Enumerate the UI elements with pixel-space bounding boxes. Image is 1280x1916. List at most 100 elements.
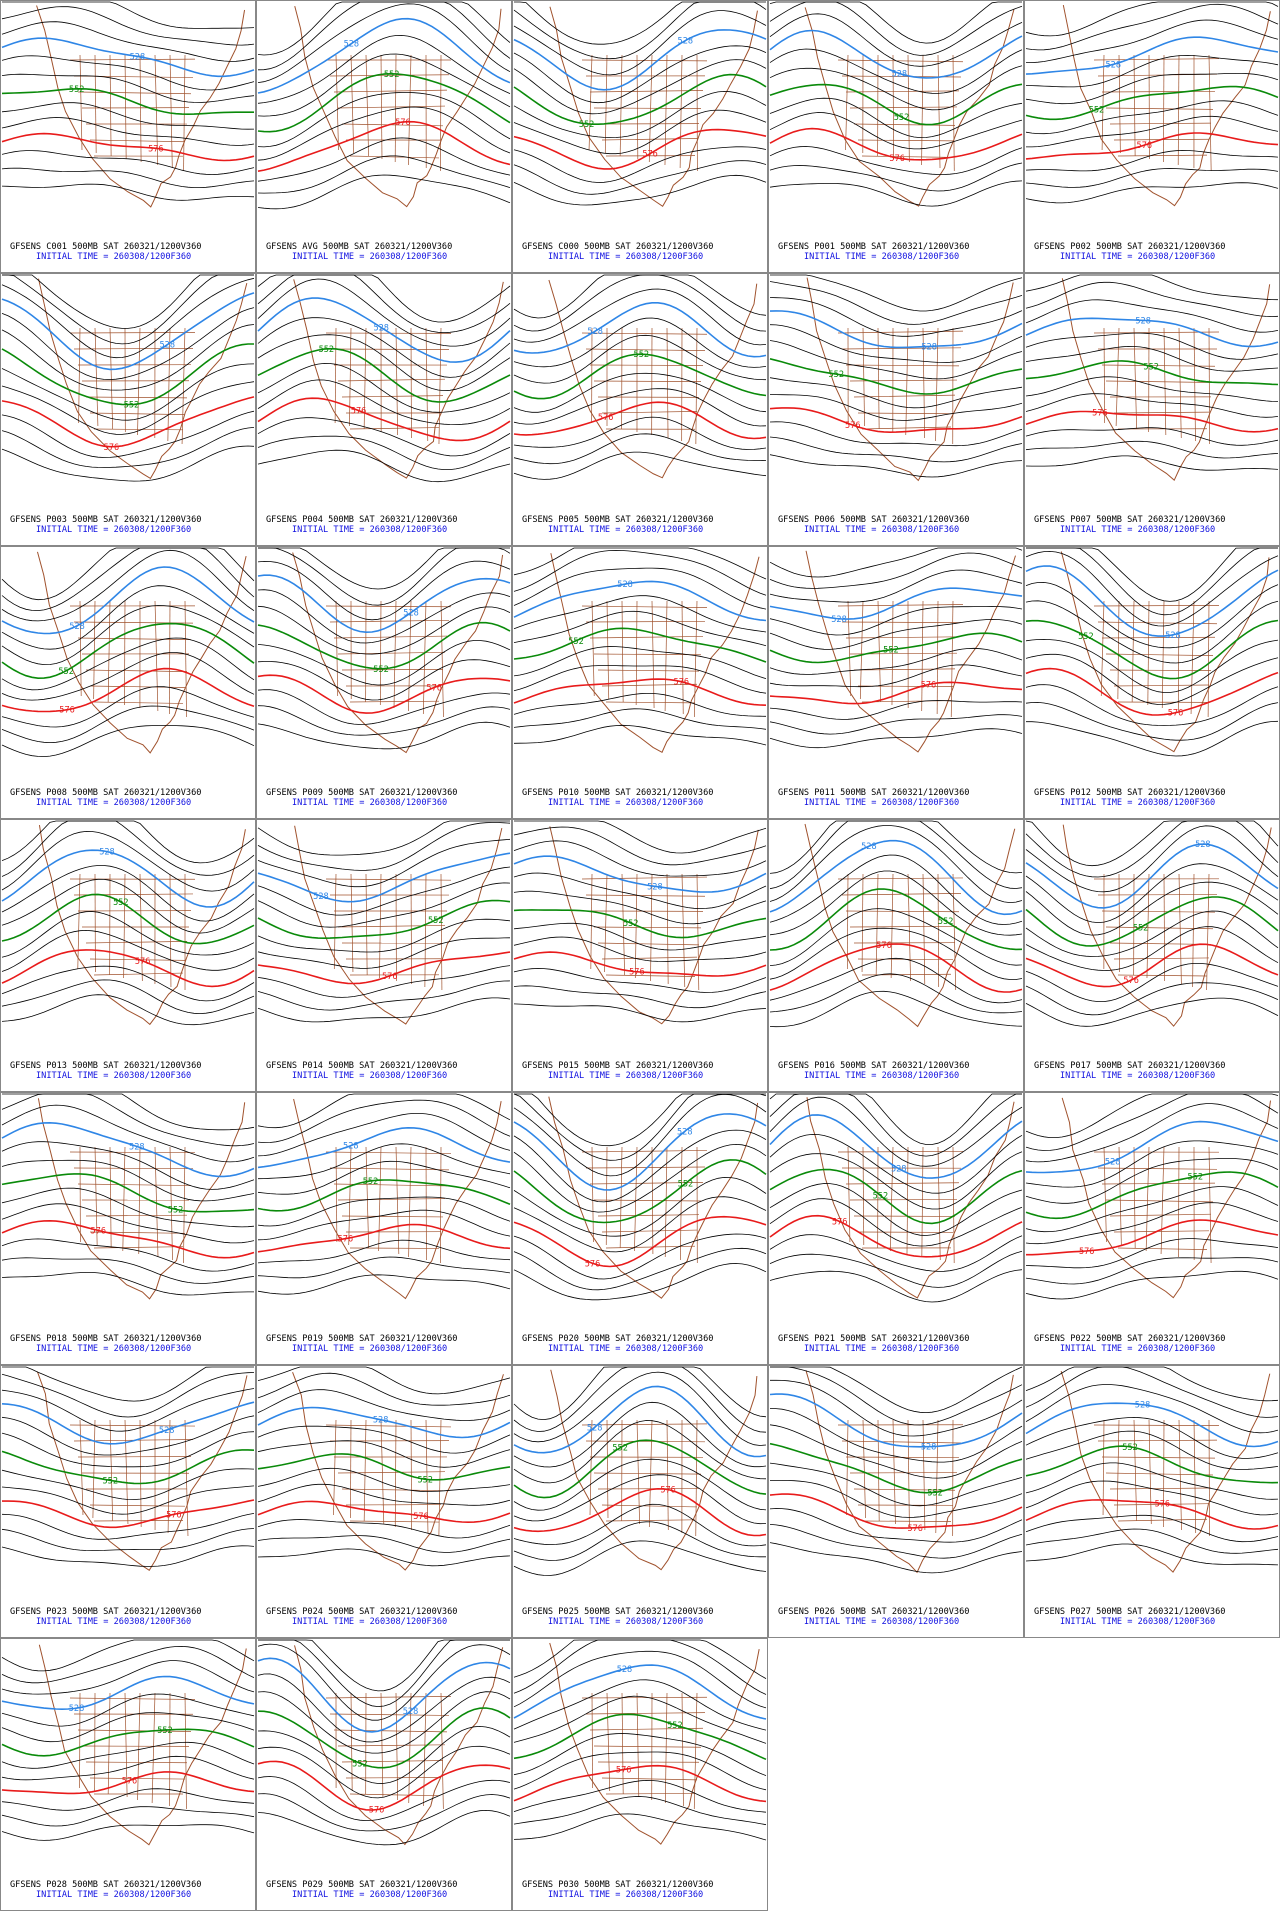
panel-title: GFSENS P017 500MB SAT 260321/1200V360: [1034, 1061, 1225, 1071]
panel-title: GFSENS P015 500MB SAT 260321/1200V360: [522, 1061, 713, 1071]
contour-label: 528: [1195, 840, 1211, 850]
panel-title: GFSENS P014 500MB SAT 260321/1200V360: [266, 1061, 457, 1071]
panel-init-time: INITIAL TIME = 260308/1200F360: [292, 252, 447, 262]
panel-init-time: INITIAL TIME = 260308/1200F360: [292, 1344, 447, 1354]
panel-border: [1025, 1093, 1280, 1365]
panel-init-time: INITIAL TIME = 260308/1200F360: [1060, 1344, 1215, 1354]
panel-title: GFSENS C001 500MB SAT 260321/1200V360: [10, 242, 201, 252]
panel-border: [257, 1, 512, 273]
panel-title: GFSENS P023 500MB SAT 260321/1200V360: [10, 1607, 201, 1617]
panel-init-time: INITIAL TIME = 260308/1200F360: [292, 798, 447, 808]
contour-label: 576: [413, 1512, 429, 1522]
panel-init-time: INITIAL TIME = 260308/1200F360: [292, 1617, 447, 1627]
contour-label: 576: [1123, 976, 1139, 986]
contour-label: 528: [69, 622, 85, 632]
contour-label: 552: [667, 1721, 683, 1731]
panel-title: GFSENS P011 500MB SAT 260321/1200V360: [778, 788, 969, 798]
contour-label: 552: [1122, 1443, 1138, 1453]
panel-border: [769, 1093, 1024, 1365]
contour-label: 576: [90, 1226, 106, 1236]
contour-label: 576: [104, 443, 120, 453]
panel-title: GFSENS P029 500MB SAT 260321/1200V360: [266, 1880, 457, 1890]
panel-title: GFSENS P010 500MB SAT 260321/1200V360: [522, 788, 713, 798]
contour-label: 576: [629, 968, 645, 978]
panel-title: GFSENS P030 500MB SAT 260321/1200V360: [522, 1880, 713, 1890]
contour-label: 576: [1168, 709, 1184, 719]
panel-init-time: INITIAL TIME = 260308/1200F360: [804, 252, 959, 262]
contour-label: 528: [159, 1426, 175, 1436]
panel-title: GFSENS P021 500MB SAT 260321/1200V360: [778, 1334, 969, 1344]
contour-label: 552: [1143, 363, 1159, 373]
contour-label: 552: [678, 1179, 694, 1189]
panel-border: [513, 547, 768, 819]
panel-init-time: INITIAL TIME = 260308/1200F360: [292, 525, 447, 535]
contour-label: 528: [129, 1142, 145, 1152]
panel-init-time: INITIAL TIME = 260308/1200F360: [804, 1071, 959, 1081]
panel-title: GFSENS P005 500MB SAT 260321/1200V360: [522, 515, 713, 525]
contour-label: 528: [1105, 1158, 1121, 1168]
contour-label: 528: [677, 1127, 693, 1137]
contour-label: 576: [585, 1259, 601, 1269]
panel-title: GFSENS P018 500MB SAT 260321/1200V360: [10, 1334, 201, 1344]
contour-label: 528: [861, 842, 877, 852]
panel-title: GFSENS P020 500MB SAT 260321/1200V360: [522, 1334, 713, 1344]
contour-label: 528: [617, 580, 633, 590]
contour-label: 528: [99, 848, 115, 858]
contour-label: 528: [1135, 1401, 1151, 1411]
panel-init-time: INITIAL TIME = 260308/1200F360: [1060, 798, 1215, 808]
contour-label: 576: [369, 1806, 385, 1816]
panel-title: GFSENS P022 500MB SAT 260321/1200V360: [1034, 1334, 1225, 1344]
panel-init-time: INITIAL TIME = 260308/1200F360: [36, 1344, 191, 1354]
contour-label: 576: [876, 941, 892, 951]
panel-title: GFSENS P013 500MB SAT 260321/1200V360: [10, 1061, 201, 1071]
contour-label: 552: [352, 1759, 368, 1769]
contour-label: 552: [58, 667, 74, 677]
contour-label: 528: [892, 69, 908, 79]
contour-label: 528: [891, 1165, 907, 1175]
panel-border: [513, 1366, 768, 1638]
contour-label: 528: [343, 1142, 359, 1152]
contour-label: 552: [428, 916, 444, 926]
panel-border: [1, 1093, 256, 1365]
panel-init-time: INITIAL TIME = 260308/1200F360: [804, 525, 959, 535]
panel-border: [257, 274, 512, 546]
panel-init-time: INITIAL TIME = 260308/1200F360: [548, 1071, 703, 1081]
contour-label: 552: [157, 1726, 173, 1736]
contour-label: 528: [69, 1704, 85, 1714]
panel-title: GFSENS P006 500MB SAT 260321/1200V360: [778, 515, 969, 525]
contour-label: 576: [59, 706, 75, 716]
contour-label: 552: [894, 113, 910, 123]
panel-init-time: INITIAL TIME = 260308/1200F360: [1060, 1617, 1215, 1627]
panel-init-time: INITIAL TIME = 260308/1200F360: [1060, 1071, 1215, 1081]
contour-label: 576: [148, 144, 164, 154]
contour-label: 552: [883, 646, 899, 656]
contour-label: 576: [1092, 408, 1108, 418]
panel-title: GFSENS P027 500MB SAT 260321/1200V360: [1034, 1607, 1225, 1617]
contour-label: 576: [832, 1217, 848, 1227]
panel-border: [513, 1093, 768, 1365]
panel-border: [257, 1639, 512, 1911]
contour-label: 552: [828, 370, 844, 380]
panel-init-time: INITIAL TIME = 260308/1200F360: [36, 525, 191, 535]
contour-label: 552: [634, 350, 650, 360]
panel-init-time: INITIAL TIME = 260308/1200F360: [36, 1071, 191, 1081]
contour-label: 528: [1106, 60, 1122, 70]
contour-label: 552: [927, 1488, 943, 1498]
